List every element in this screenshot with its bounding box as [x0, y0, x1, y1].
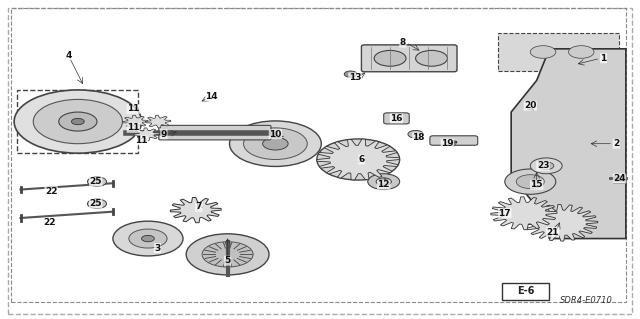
Polygon shape: [511, 49, 626, 239]
Polygon shape: [170, 197, 221, 223]
FancyBboxPatch shape: [502, 283, 549, 300]
Text: 15: 15: [531, 180, 543, 189]
Circle shape: [344, 71, 357, 77]
Polygon shape: [491, 197, 557, 230]
Text: 2: 2: [613, 139, 620, 148]
Circle shape: [14, 90, 141, 153]
Text: 20: 20: [524, 101, 536, 110]
Circle shape: [262, 137, 288, 150]
Circle shape: [141, 235, 154, 242]
Polygon shape: [134, 128, 159, 141]
Polygon shape: [145, 115, 171, 128]
Circle shape: [513, 208, 536, 219]
Text: 22: 22: [45, 187, 58, 196]
Circle shape: [93, 180, 100, 183]
Text: 5: 5: [225, 256, 231, 265]
Text: 3: 3: [154, 243, 161, 253]
Circle shape: [339, 150, 378, 169]
Polygon shape: [122, 115, 148, 128]
Polygon shape: [499, 33, 620, 71]
Circle shape: [531, 158, 562, 174]
Circle shape: [186, 205, 205, 215]
Circle shape: [202, 242, 253, 267]
Circle shape: [545, 215, 577, 231]
Circle shape: [415, 50, 447, 66]
Circle shape: [244, 128, 307, 160]
Text: E-6: E-6: [517, 286, 534, 296]
Circle shape: [317, 139, 399, 180]
Text: 16: 16: [390, 114, 403, 123]
Text: 14: 14: [205, 92, 218, 101]
Circle shape: [93, 202, 100, 206]
Text: 1: 1: [600, 54, 607, 63]
Text: 12: 12: [378, 180, 390, 189]
Circle shape: [129, 229, 167, 248]
Polygon shape: [317, 139, 399, 180]
Text: 13: 13: [349, 73, 362, 82]
Text: 6: 6: [358, 155, 365, 164]
Text: 8: 8: [400, 38, 406, 47]
Text: 22: 22: [43, 218, 56, 227]
Circle shape: [230, 121, 321, 167]
Text: 17: 17: [499, 209, 511, 218]
Circle shape: [408, 130, 423, 138]
FancyBboxPatch shape: [430, 136, 477, 145]
FancyBboxPatch shape: [384, 113, 409, 124]
Circle shape: [88, 199, 106, 209]
Circle shape: [186, 234, 269, 275]
Circle shape: [349, 155, 368, 164]
Circle shape: [72, 118, 84, 125]
Text: 7: 7: [196, 203, 202, 211]
Text: 11: 11: [135, 136, 148, 145]
Text: 11: 11: [127, 123, 140, 132]
Text: 21: 21: [547, 228, 559, 237]
Text: SDR4-E0710: SDR4-E0710: [560, 296, 613, 305]
Circle shape: [113, 221, 183, 256]
Circle shape: [88, 177, 106, 186]
Text: 25: 25: [90, 177, 102, 186]
Circle shape: [59, 112, 97, 131]
Polygon shape: [524, 204, 598, 241]
Circle shape: [568, 46, 594, 58]
Text: 18: 18: [413, 133, 425, 142]
Text: 4: 4: [65, 51, 72, 60]
Circle shape: [368, 174, 399, 189]
FancyBboxPatch shape: [159, 125, 271, 140]
FancyBboxPatch shape: [362, 45, 457, 72]
Text: 11: 11: [127, 104, 140, 113]
Circle shape: [539, 162, 554, 170]
Circle shape: [374, 50, 406, 66]
Text: 9: 9: [161, 130, 167, 139]
Circle shape: [376, 178, 392, 185]
Circle shape: [33, 100, 122, 144]
Circle shape: [505, 169, 556, 194]
Circle shape: [531, 46, 556, 58]
Text: 24: 24: [613, 174, 626, 183]
Text: 23: 23: [537, 161, 549, 170]
Circle shape: [516, 175, 544, 189]
Text: 19: 19: [441, 139, 454, 148]
Text: 25: 25: [90, 199, 102, 208]
Text: 10: 10: [269, 130, 282, 139]
